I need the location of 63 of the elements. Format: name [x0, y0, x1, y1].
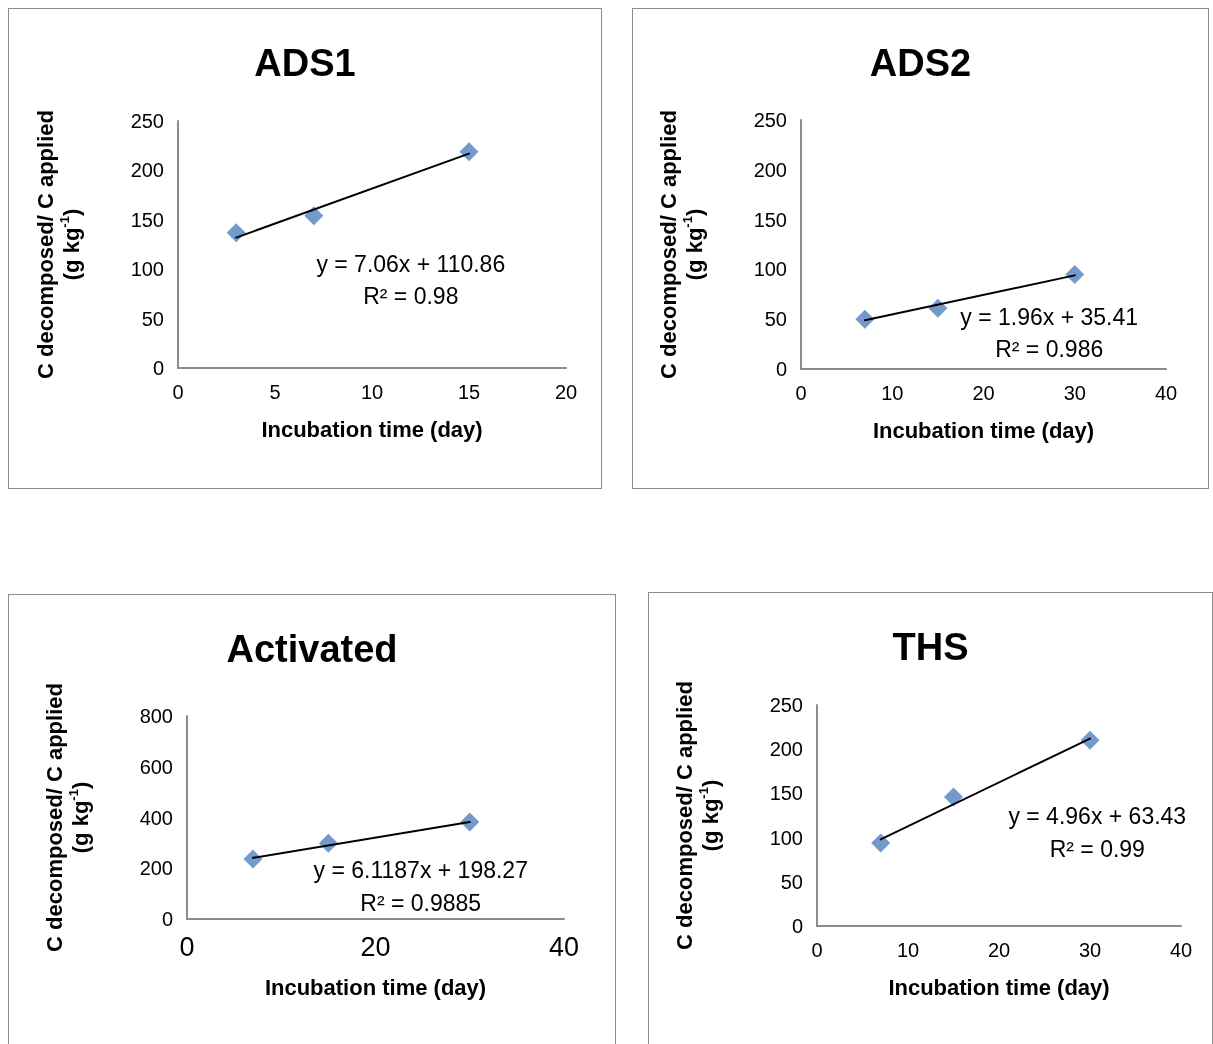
point [304, 206, 324, 226]
y-tick-label: 150 [753, 208, 787, 231]
y-tick-label: 600 [139, 755, 173, 778]
point [226, 223, 246, 243]
annotation: R² = 0.986 [995, 336, 1104, 363]
y-tick-label: 50 [764, 308, 787, 331]
y-tick-label: 100 [753, 258, 787, 281]
annotation: y = 4.96x + 63.43 [1008, 802, 1187, 829]
x-axis-title: Incubation time (day) [264, 974, 487, 1000]
x-tick-label: 10 [896, 939, 920, 961]
y-tick-label: 200 [753, 158, 787, 181]
y-tick-label: 0 [152, 357, 164, 379]
x-tick-label: 40 [548, 931, 580, 962]
x-tick-label: 10 [881, 382, 904, 404]
annotation: R² = 0.9885 [360, 889, 482, 916]
y-tick-label: 200 [769, 738, 803, 761]
chart-title: ADS1 [254, 42, 356, 84]
y-tick-label: 250 [769, 694, 803, 716]
annotation: y = 6.1187x + 198.27 [313, 857, 528, 884]
x-tick-label: 20 [972, 382, 995, 404]
x-tick-label: 30 [1078, 939, 1102, 961]
annotation: R² = 0.99 [1049, 835, 1145, 862]
x-tick-label: 20 [360, 931, 391, 962]
x-tick-label: 0 [179, 931, 195, 962]
y-tick-label: 150 [769, 782, 803, 805]
point [1080, 730, 1100, 750]
x-tick-label: 5 [269, 381, 281, 403]
y-tick-label: 250 [130, 110, 164, 132]
y-tick-label: 250 [753, 109, 787, 131]
annotation: y = 7.06x + 110.86 [316, 251, 506, 278]
y-tick-label: 400 [139, 806, 173, 829]
point [871, 833, 891, 853]
y-tick-label: 0 [161, 908, 173, 930]
x-tick-label: 40 [1169, 939, 1193, 961]
x-axis-title: Incubation time (day) [888, 974, 1110, 1000]
y-tick-label: 800 [139, 705, 173, 727]
x-axis-title: Incubation time (day) [261, 416, 483, 442]
x-axis-title: Incubation time (day) [872, 417, 1095, 443]
y-tick-label: 200 [130, 159, 164, 182]
chart-title: Activated [226, 628, 398, 670]
y-tick-label: 0 [775, 358, 787, 380]
x-tick-label: 40 [1154, 382, 1178, 404]
y-tick-label: 100 [130, 258, 164, 281]
x-tick-label: 15 [457, 381, 481, 403]
point [1065, 264, 1085, 284]
y-tick-label: 200 [139, 857, 173, 880]
y-tick-label: 0 [791, 915, 803, 937]
chart-title: ADS2 [869, 42, 972, 84]
point [944, 787, 963, 807]
y-tick-label: 150 [130, 208, 164, 231]
annotation: y = 1.96x + 35.41 [960, 303, 1139, 330]
point [459, 142, 479, 162]
x-tick-label: 20 [987, 939, 1011, 961]
y-tick-label: 50 [780, 870, 803, 893]
point [243, 849, 263, 869]
x-tick-label: 10 [360, 381, 384, 403]
y-tick-label: 50 [141, 307, 164, 330]
x-tick-label: 0 [811, 939, 823, 961]
x-tick-label: 30 [1063, 382, 1086, 404]
annotation: R² = 0.98 [363, 283, 459, 310]
x-tick-label: 20 [554, 381, 578, 403]
y-tick-label: 100 [769, 826, 803, 849]
chart-title: THS [892, 626, 969, 668]
